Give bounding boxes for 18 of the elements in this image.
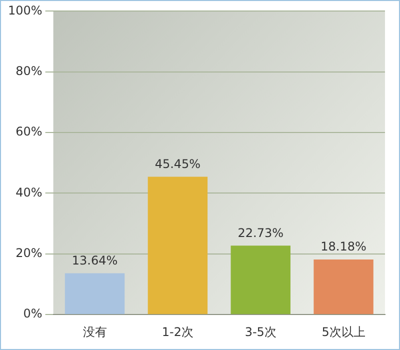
data-label: 22.73% bbox=[238, 226, 284, 240]
bar bbox=[148, 176, 208, 314]
y-tick-label: 0% bbox=[23, 306, 42, 321]
bar bbox=[230, 246, 290, 314]
y-tick-label: 60% bbox=[16, 124, 42, 139]
data-label: 18.18% bbox=[320, 240, 366, 254]
data-label: 13.64% bbox=[72, 253, 118, 268]
x-tick-label: 没有 bbox=[82, 324, 107, 339]
x-tick-label: 5次以上 bbox=[322, 324, 366, 339]
y-tick-label: 40% bbox=[16, 185, 42, 200]
y-tick-label: 100% bbox=[8, 3, 42, 18]
x-tick-label: 1-2次 bbox=[162, 324, 194, 339]
bar bbox=[314, 259, 374, 314]
y-tick-label: 20% bbox=[16, 246, 42, 260]
y-tick-label: 80% bbox=[16, 64, 42, 78]
x-tick-label: 3-5次 bbox=[244, 324, 276, 339]
bar bbox=[64, 273, 125, 314]
data-label: 45.45% bbox=[154, 156, 201, 171]
